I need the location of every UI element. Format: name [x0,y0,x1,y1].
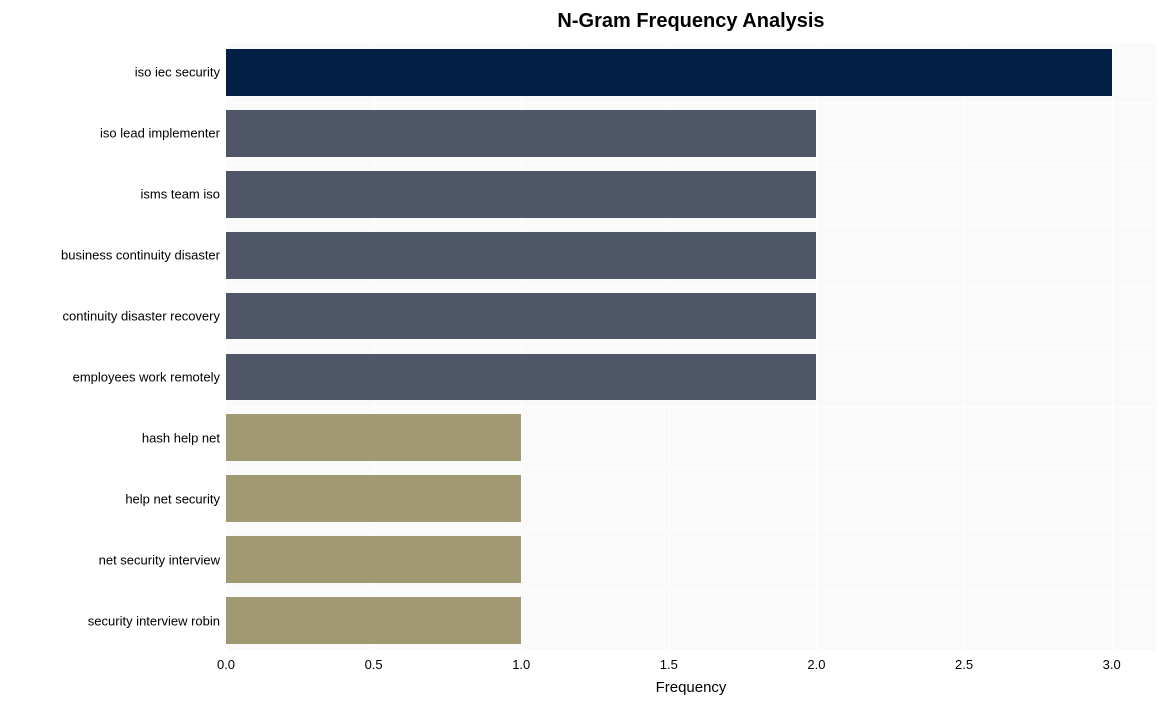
x-tick-label: 1.0 [512,651,530,672]
y-tick-label: employees work remotely [73,369,226,384]
h-gridline [226,103,1156,104]
bar [226,597,521,644]
bar [226,536,521,583]
bar [226,475,521,522]
y-tick-label: business continuity disaster [61,248,226,263]
x-tick-label: 1.5 [660,651,678,672]
bar [226,171,816,218]
h-gridline [226,347,1156,348]
x-tick-label: 2.5 [955,651,973,672]
v-gridline [964,42,965,651]
h-gridline [226,468,1156,469]
bar [226,110,816,157]
y-tick-label: net security interview [99,552,226,567]
bar [226,49,1112,96]
v-gridline [816,42,817,651]
h-gridline [226,164,1156,165]
ngram-frequency-chart: N-Gram Frequency Analysis Frequency 0.00… [8,8,1156,701]
h-gridline [226,529,1156,530]
h-gridline [226,42,1156,43]
bar [226,293,816,340]
bar [226,354,816,401]
h-gridline [226,286,1156,287]
x-tick-label: 0.5 [365,651,383,672]
plot-area: Frequency 0.00.51.01.52.02.53.0iso iec s… [226,42,1156,651]
y-tick-label: help net security [125,491,226,506]
y-tick-label: isms team iso [141,187,226,202]
h-gridline [226,225,1156,226]
y-tick-label: hash help net [142,430,226,445]
bar [226,232,816,279]
bar [226,414,521,461]
h-gridline [226,407,1156,408]
y-tick-label: continuity disaster recovery [62,309,226,324]
y-tick-label: security interview robin [88,613,226,628]
y-tick-label: iso iec security [135,65,226,80]
x-tick-label: 2.0 [807,651,825,672]
v-gridline [1112,42,1113,651]
h-gridline [226,590,1156,591]
y-tick-label: iso lead implementer [100,126,226,141]
x-tick-label: 0.0 [217,651,235,672]
chart-title: N-Gram Frequency Analysis [226,10,1156,33]
x-tick-label: 3.0 [1103,651,1121,672]
